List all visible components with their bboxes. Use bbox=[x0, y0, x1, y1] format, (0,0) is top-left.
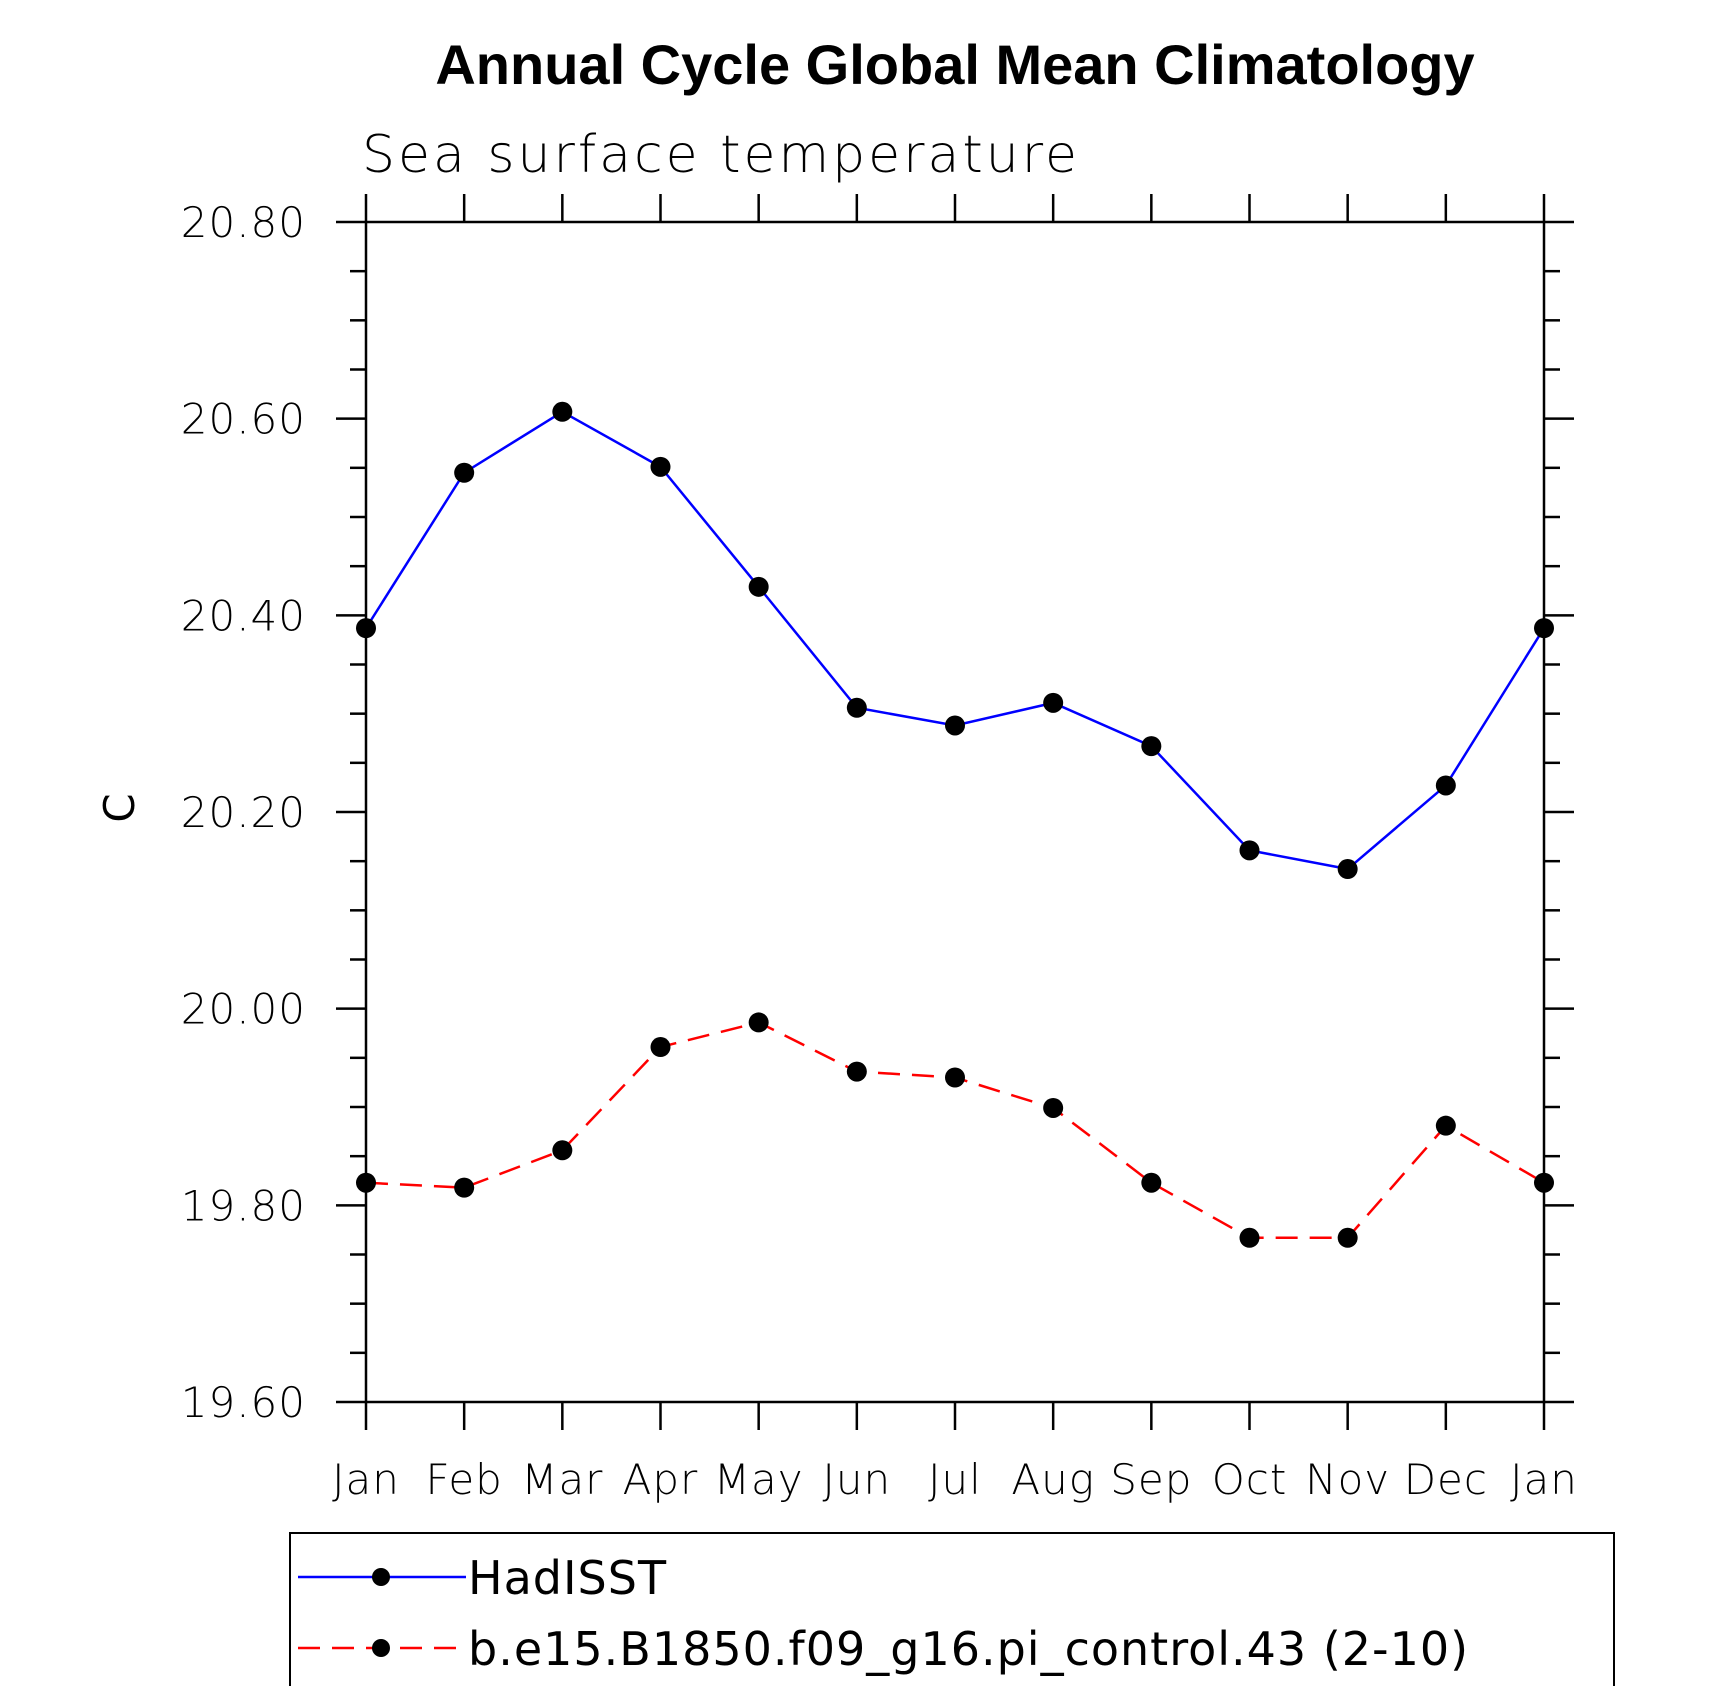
series-2-point bbox=[1043, 1097, 1064, 1118]
y-tick-label: 19.80 bbox=[181, 1181, 306, 1230]
series-2-point bbox=[650, 1037, 671, 1058]
series-1-point bbox=[1534, 618, 1554, 639]
series-2-point bbox=[748, 1012, 769, 1033]
x-tick-label: Jul bbox=[928, 1455, 982, 1504]
plot-border bbox=[364, 220, 1546, 1404]
series-1-point bbox=[748, 576, 769, 597]
x-tick-label: May bbox=[714, 1455, 804, 1504]
series-1-point bbox=[1435, 775, 1456, 796]
legend-marker-series-2 bbox=[372, 1639, 390, 1657]
series-1-point bbox=[552, 401, 573, 422]
y-tick-label: 20.20 bbox=[181, 788, 306, 837]
series-1-point bbox=[846, 697, 867, 718]
series-1-point bbox=[1141, 736, 1162, 757]
series-1-point bbox=[650, 456, 671, 477]
chart-title: Annual Cycle Global Mean Climatology bbox=[435, 33, 1474, 96]
series-2-point bbox=[1141, 1172, 1162, 1193]
series-1-point bbox=[1239, 840, 1260, 861]
y-axis-ticks bbox=[336, 220, 1574, 1404]
y-tick-label: 20.40 bbox=[181, 591, 306, 640]
series-2-point bbox=[454, 1177, 475, 1198]
x-tick-label: Oct bbox=[1212, 1455, 1288, 1504]
x-tick-label: Apr bbox=[623, 1455, 699, 1504]
y-tick-label: 20.60 bbox=[181, 395, 306, 444]
x-axis-ticks bbox=[364, 194, 1546, 1430]
series-1-point bbox=[454, 462, 475, 483]
legend-label-series-2: b.e15.B1850.f09_g16.pi_control.43 (2-10) bbox=[468, 1622, 1469, 1676]
series-1-point bbox=[945, 715, 965, 736]
series-1-point bbox=[356, 618, 376, 639]
series-2-point bbox=[1239, 1227, 1260, 1248]
legend-marker-series-1 bbox=[372, 1568, 390, 1586]
y-tick-label: 20.80 bbox=[181, 198, 306, 247]
legend: HadISST b.e15.B1850.f09_g16.pi_control.4… bbox=[289, 1532, 1615, 1686]
y-axis-tick-labels: 19.60 19.80 20.00 20.20 20.40 20.60 20.80 bbox=[181, 198, 306, 1427]
y-tick-label: 20.00 bbox=[181, 985, 306, 1034]
chart-subtitle: Sea surface temperature bbox=[362, 125, 1080, 185]
x-axis-tick-labels: Jan Feb Mar Apr May Jun Jul Aug Sep Oct Nov Dec Jan bbox=[332, 1455, 1578, 1504]
legend-label-series-1: HadISST bbox=[468, 1551, 667, 1605]
x-tick-label: Jan bbox=[1510, 1455, 1578, 1504]
x-tick-label: Dec bbox=[1404, 1455, 1488, 1504]
x-tick-label: Nov bbox=[1305, 1455, 1390, 1504]
series-2-point bbox=[846, 1061, 867, 1082]
x-tick-label: Aug bbox=[1011, 1455, 1095, 1504]
series-line-2 bbox=[365, 1021, 1545, 1240]
x-tick-label: Feb bbox=[425, 1455, 502, 1504]
series-2-point bbox=[1435, 1115, 1456, 1136]
series-2-point bbox=[945, 1067, 965, 1088]
series-2-point bbox=[356, 1172, 376, 1193]
series-2-point bbox=[1337, 1227, 1358, 1248]
series-1-point bbox=[1337, 859, 1358, 880]
series-layer bbox=[356, 401, 1554, 1248]
y-tick-label: 19.60 bbox=[181, 1378, 306, 1427]
x-tick-label: Jun bbox=[823, 1455, 892, 1504]
series-1-point bbox=[1043, 692, 1064, 713]
series-line-1 bbox=[364, 410, 1546, 871]
series-2-point bbox=[1534, 1172, 1554, 1193]
y-axis-label: C bbox=[95, 793, 144, 822]
x-tick-label: Mar bbox=[521, 1455, 603, 1504]
legend-box bbox=[289, 1532, 1615, 1686]
plot-frame bbox=[364, 220, 1546, 1404]
x-tick-label: Sep bbox=[1110, 1455, 1192, 1504]
x-tick-label: Jan bbox=[332, 1455, 400, 1504]
series-2-point bbox=[552, 1140, 573, 1161]
